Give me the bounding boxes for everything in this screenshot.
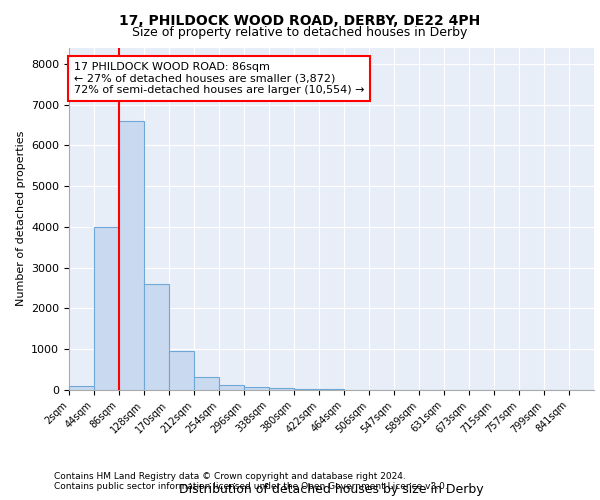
Text: Contains HM Land Registry data © Crown copyright and database right 2024.: Contains HM Land Registry data © Crown c… [54, 472, 406, 481]
Bar [244, 386, 269, 390]
Bar [69, 386, 94, 390]
Y-axis label: Number of detached properties: Number of detached properties [16, 131, 26, 306]
Bar [194, 376, 219, 390]
Bar [94, 227, 119, 390]
Text: Contains public sector information licensed under the Open Government Licence v3: Contains public sector information licen… [54, 482, 448, 491]
Text: 17, PHILDOCK WOOD ROAD, DERBY, DE22 4PH: 17, PHILDOCK WOOD ROAD, DERBY, DE22 4PH [119, 14, 481, 28]
Bar [219, 384, 244, 390]
Bar [144, 284, 169, 390]
Bar [169, 352, 194, 390]
Bar [294, 389, 319, 390]
X-axis label: Distribution of detached houses by size in Derby: Distribution of detached houses by size … [179, 484, 484, 496]
Text: Size of property relative to detached houses in Derby: Size of property relative to detached ho… [133, 26, 467, 39]
Bar [119, 121, 144, 390]
Text: 17 PHILDOCK WOOD ROAD: 86sqm
← 27% of detached houses are smaller (3,872)
72% of: 17 PHILDOCK WOOD ROAD: 86sqm ← 27% of de… [74, 62, 364, 95]
Bar [269, 388, 294, 390]
